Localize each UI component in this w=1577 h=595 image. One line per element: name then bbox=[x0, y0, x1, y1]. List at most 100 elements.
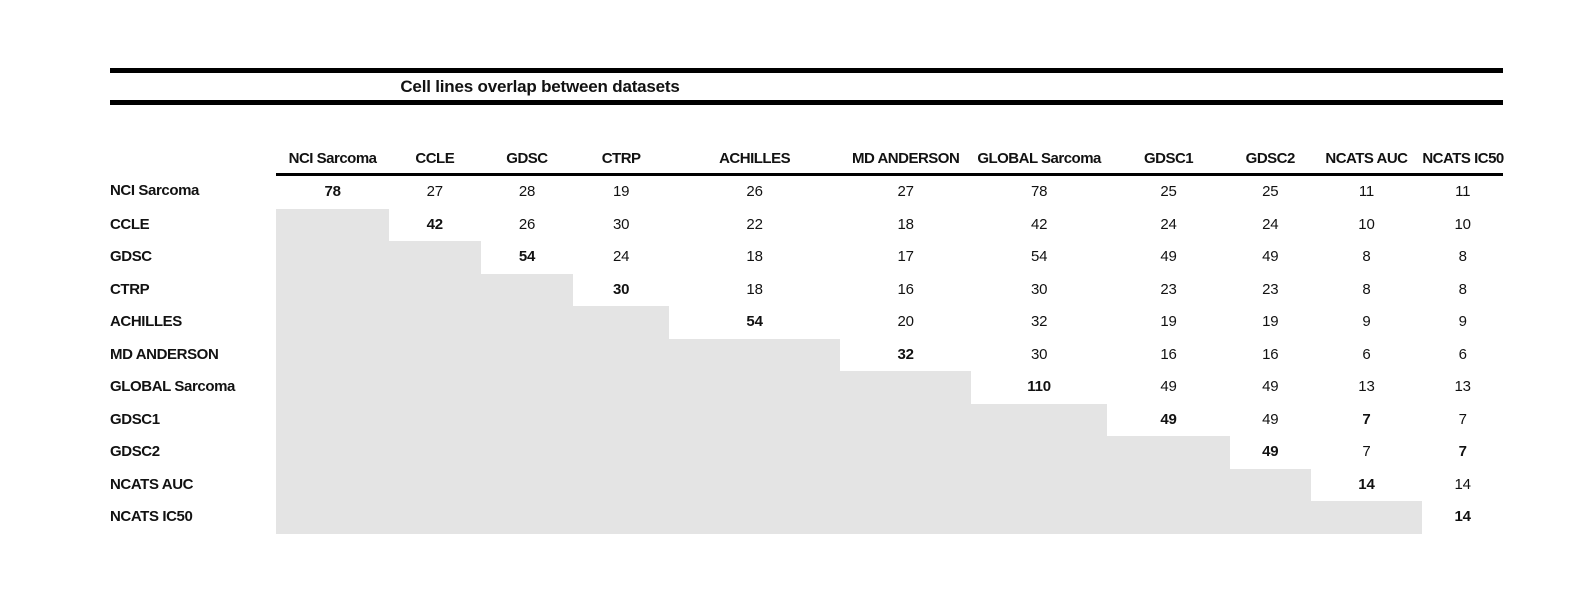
cell-achilles-x-gdsc bbox=[480, 306, 574, 339]
cell-ncats-auc-x-gdsc1 bbox=[1107, 468, 1230, 501]
cell-gdsc2-x-gdsc1 bbox=[1107, 436, 1230, 469]
row-header-global-sarcoma: GLOBAL Sarcoma bbox=[110, 378, 235, 395]
cell-global-sarcoma-x-nci-sarcoma bbox=[276, 371, 389, 404]
cell-ncats-auc-x-ncats-ic50: 14 bbox=[1454, 475, 1471, 493]
col-header-ctrp: CTRP bbox=[573, 145, 669, 176]
cell-ctrp-x-gdsc bbox=[480, 273, 574, 306]
cell-ncats-ic50-x-achilles bbox=[668, 501, 841, 534]
cell-ncats-ic50-x-gdsc bbox=[480, 501, 574, 534]
cell-gdsc1-x-gdsc2: 49 bbox=[1262, 410, 1279, 428]
cell-global-sarcoma-x-global-sarcoma: 110 bbox=[1027, 378, 1051, 395]
cell-nci-sarcoma-x-ncats-ic50: 11 bbox=[1455, 183, 1471, 200]
cell-achilles-x-global-sarcoma: 32 bbox=[1030, 313, 1048, 330]
cell-global-sarcoma-x-ctrp bbox=[573, 371, 669, 404]
table-row-ctrp: CTRP 30 18 16 30 23 23 8 8 bbox=[110, 273, 1503, 306]
cell-gdsc1-x-gdsc1: 49 bbox=[1160, 410, 1177, 428]
cell-ncats-auc-x-nci-sarcoma bbox=[276, 468, 389, 501]
cell-md-anderson-x-achilles bbox=[668, 338, 841, 371]
cell-gdsc2-x-ncats-auc: 7 bbox=[1362, 443, 1371, 460]
cell-gdsc-x-global-sarcoma: 54 bbox=[1030, 248, 1048, 265]
cell-global-sarcoma-x-md-anderson bbox=[840, 371, 972, 404]
cell-ctrp-x-gdsc1: 23 bbox=[1160, 280, 1177, 298]
cell-nci-sarcoma-x-global-sarcoma: 78 bbox=[1030, 183, 1048, 200]
cell-gdsc1-x-global-sarcoma bbox=[971, 403, 1108, 436]
table-row-nci-sarcoma: NCI Sarcoma 78 27 28 19 26 27 78 25 25 11 11 bbox=[110, 175, 1503, 209]
cell-gdsc2-x-nci-sarcoma bbox=[276, 436, 389, 469]
cell-md-anderson-x-global-sarcoma: 30 bbox=[1030, 345, 1048, 363]
corner-cell bbox=[110, 145, 276, 175]
col-header-achilles: ACHILLES bbox=[668, 145, 841, 176]
table-row-gdsc1: GDSC1 49 49 7 7 bbox=[110, 403, 1503, 436]
cell-md-anderson-x-ccle bbox=[388, 338, 481, 371]
cell-achilles-x-md-anderson: 20 bbox=[897, 313, 914, 330]
row-header-ccle: CCLE bbox=[110, 215, 150, 233]
cell-nci-sarcoma-x-gdsc: 28 bbox=[518, 183, 536, 200]
cell-ctrp-x-achilles: 18 bbox=[746, 280, 763, 298]
cell-ccle-x-ncats-auc: 10 bbox=[1358, 215, 1375, 233]
cell-gdsc-x-md-anderson: 17 bbox=[897, 248, 914, 265]
table-title: Cell lines overlap between datasets bbox=[400, 76, 680, 96]
cell-nci-sarcoma-x-gdsc2: 25 bbox=[1262, 183, 1279, 200]
cell-ncats-auc-x-gdsc bbox=[480, 468, 574, 501]
cell-gdsc2-x-md-anderson bbox=[840, 436, 972, 469]
cell-gdsc-x-ncats-ic50: 8 bbox=[1458, 248, 1467, 265]
cell-ncats-ic50-x-gdsc2 bbox=[1229, 501, 1311, 534]
table-row-global-sarcoma: GLOBAL Sarcoma 110 49 49 13 13 bbox=[110, 371, 1503, 404]
cell-global-sarcoma-x-gdsc bbox=[480, 371, 574, 404]
cell-ncats-auc-x-ccle bbox=[388, 468, 481, 501]
cell-gdsc2-x-ctrp bbox=[573, 436, 669, 469]
cell-gdsc2-x-ncats-ic50: 7 bbox=[1458, 443, 1467, 460]
cell-ncats-ic50-x-ccle bbox=[388, 501, 481, 534]
col-header-nci-sarcoma: NCI Sarcoma bbox=[276, 145, 389, 176]
cell-ccle-x-achilles: 22 bbox=[746, 215, 763, 233]
cell-ccle-x-global-sarcoma: 42 bbox=[1030, 215, 1048, 233]
cell-achilles-x-ccle bbox=[388, 306, 481, 339]
cell-ctrp-x-gdsc2: 23 bbox=[1262, 280, 1279, 298]
table-row-gdsc2: GDSC2 49 7 7 bbox=[110, 436, 1503, 469]
col-header-md-anderson: MD ANDERSON bbox=[840, 145, 972, 176]
cell-achilles-x-ncats-auc: 9 bbox=[1362, 313, 1371, 330]
cell-md-anderson-x-nci-sarcoma bbox=[276, 338, 389, 371]
cell-ncats-ic50-x-global-sarcoma bbox=[971, 501, 1108, 534]
cell-gdsc-x-ccle bbox=[388, 241, 481, 274]
col-header-global-sarcoma: GLOBAL Sarcoma bbox=[971, 145, 1108, 176]
cell-gdsc2-x-gdsc bbox=[480, 436, 574, 469]
cell-nci-sarcoma-x-gdsc1: 25 bbox=[1160, 183, 1177, 200]
cell-md-anderson-x-gdsc2: 16 bbox=[1262, 345, 1279, 363]
cell-ctrp-x-nci-sarcoma bbox=[276, 273, 389, 306]
table-row-ncats-ic50: NCATS IC50 14 bbox=[110, 501, 1503, 534]
cell-ccle-x-ncats-ic50: 10 bbox=[1454, 215, 1471, 233]
cell-ncats-auc-x-gdsc2 bbox=[1229, 468, 1311, 501]
cell-gdsc1-x-ctrp bbox=[573, 403, 669, 436]
cell-gdsc2-x-achilles bbox=[668, 436, 841, 469]
cell-ctrp-x-ccle bbox=[388, 273, 481, 306]
table-row-ncats-auc: NCATS AUC 14 14 bbox=[110, 468, 1503, 501]
cell-gdsc1-x-ncats-ic50: 7 bbox=[1458, 410, 1467, 428]
cell-nci-sarcoma-x-nci-sarcoma: 78 bbox=[324, 183, 341, 200]
cell-ctrp-x-global-sarcoma: 30 bbox=[1030, 280, 1048, 298]
cell-gdsc2-x-global-sarcoma bbox=[971, 436, 1108, 469]
cell-md-anderson-x-gdsc bbox=[480, 338, 574, 371]
cell-nci-sarcoma-x-achilles: 26 bbox=[746, 183, 763, 200]
cell-ctrp-x-md-anderson: 16 bbox=[897, 280, 914, 298]
cell-gdsc-x-nci-sarcoma bbox=[276, 241, 389, 274]
cell-gdsc1-x-achilles bbox=[668, 403, 841, 436]
cell-ccle-x-ccle: 42 bbox=[426, 215, 443, 233]
cell-gdsc-x-gdsc: 54 bbox=[518, 248, 536, 265]
cell-gdsc-x-gdsc2: 49 bbox=[1262, 248, 1279, 265]
cell-nci-sarcoma-x-md-anderson: 27 bbox=[897, 183, 914, 200]
table-title-band: Cell lines overlap between datasets bbox=[110, 68, 1503, 105]
col-header-gdsc1: GDSC1 bbox=[1107, 145, 1230, 176]
row-header-gdsc: GDSC bbox=[110, 248, 152, 265]
cell-global-sarcoma-x-gdsc1: 49 bbox=[1160, 378, 1177, 395]
row-header-ncats-ic50: NCATS IC50 bbox=[110, 508, 193, 525]
cell-ncats-ic50-x-md-anderson bbox=[840, 501, 972, 534]
cell-gdsc-x-achilles: 18 bbox=[746, 248, 763, 265]
row-header-achilles: ACHILLES bbox=[110, 313, 182, 330]
cell-ncats-auc-x-md-anderson bbox=[840, 468, 972, 501]
cell-md-anderson-x-md-anderson: 32 bbox=[897, 345, 914, 363]
cell-gdsc1-x-nci-sarcoma bbox=[276, 403, 389, 436]
cell-ctrp-x-ncats-ic50: 8 bbox=[1458, 280, 1467, 298]
col-header-gdsc2: GDSC2 bbox=[1229, 145, 1311, 176]
cell-ncats-ic50-x-gdsc1 bbox=[1107, 501, 1230, 534]
